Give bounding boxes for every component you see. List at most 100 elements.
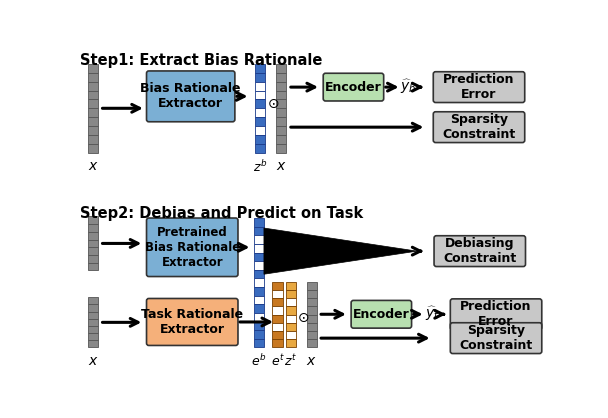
Text: $\widehat{y}_b$: $\widehat{y}_b$ (400, 78, 416, 96)
FancyBboxPatch shape (434, 236, 525, 267)
Text: Sparsity
Constraint: Sparsity Constraint (460, 324, 533, 352)
Bar (88, 326, 98, 333)
Bar (88, 340, 98, 347)
Bar (255, 117, 266, 126)
Text: $e^t$: $e^t$ (271, 354, 285, 369)
Bar (254, 287, 264, 296)
Bar (286, 315, 295, 323)
Bar (88, 135, 98, 144)
Text: Encoder: Encoder (353, 308, 410, 321)
Bar (272, 290, 283, 298)
Bar (88, 240, 98, 247)
Bar (88, 108, 98, 117)
Bar (277, 108, 286, 117)
Bar (255, 64, 266, 73)
Bar (286, 323, 295, 331)
FancyBboxPatch shape (451, 323, 542, 354)
Bar (306, 315, 317, 323)
Bar (88, 64, 98, 73)
FancyBboxPatch shape (323, 73, 384, 101)
Bar (254, 261, 264, 270)
Text: Prediction
Error: Prediction Error (443, 73, 515, 101)
Bar (272, 282, 283, 290)
Bar (277, 73, 286, 82)
Bar (88, 224, 98, 232)
Bar (88, 144, 98, 153)
Bar (306, 339, 317, 347)
Text: $e^b$: $e^b$ (251, 354, 266, 370)
Text: Prediction
Error: Prediction Error (460, 300, 532, 328)
Bar (272, 315, 283, 323)
Bar (255, 135, 266, 144)
Bar (254, 313, 264, 321)
Text: Task Rationale
Extractor: Task Rationale Extractor (141, 308, 243, 336)
Bar (255, 108, 266, 117)
Bar (286, 298, 295, 306)
Text: Debiasing
Constraint: Debiasing Constraint (443, 237, 516, 265)
Text: $x$: $x$ (276, 159, 287, 173)
Bar (254, 235, 264, 244)
Bar (277, 144, 286, 153)
Text: Pretrained
Bias Rationale
Extractor: Pretrained Bias Rationale Extractor (145, 226, 240, 269)
Text: Step2: Debias and Predict on Task: Step2: Debias and Predict on Task (80, 206, 363, 221)
Text: $\odot$: $\odot$ (297, 311, 309, 325)
Bar (88, 247, 98, 255)
Bar (277, 82, 286, 91)
FancyBboxPatch shape (434, 72, 525, 102)
Bar (88, 99, 98, 108)
Polygon shape (264, 228, 417, 274)
Bar (254, 252, 264, 261)
Bar (277, 99, 286, 108)
Text: $z^t$: $z^t$ (285, 354, 297, 369)
Bar (255, 99, 266, 108)
FancyBboxPatch shape (351, 301, 412, 328)
Bar (88, 217, 98, 224)
Bar (272, 323, 283, 331)
Bar (255, 91, 266, 99)
Bar (286, 331, 295, 339)
Bar (88, 319, 98, 326)
Bar (254, 304, 264, 313)
Bar (254, 330, 264, 339)
Text: $x$: $x$ (306, 354, 317, 367)
Bar (277, 135, 286, 144)
Bar (272, 339, 283, 347)
Bar (254, 278, 264, 287)
Text: Encoder: Encoder (325, 81, 382, 94)
Bar (277, 64, 286, 73)
Bar (286, 290, 295, 298)
Bar (286, 306, 295, 315)
Bar (277, 91, 286, 99)
Bar (255, 82, 266, 91)
Text: $\widehat{y}_t$: $\widehat{y}_t$ (425, 305, 440, 324)
Bar (306, 282, 317, 290)
Text: Step1: Extract Bias Rationale: Step1: Extract Bias Rationale (80, 53, 322, 68)
Bar (88, 312, 98, 319)
Bar (306, 331, 317, 339)
Bar (88, 82, 98, 91)
FancyBboxPatch shape (147, 298, 238, 345)
Bar (88, 73, 98, 82)
Bar (88, 117, 98, 126)
Bar (88, 232, 98, 240)
Bar (272, 298, 283, 306)
Bar (254, 270, 264, 278)
Bar (306, 298, 317, 306)
Bar (254, 227, 264, 235)
Bar (254, 296, 264, 304)
Bar (255, 144, 266, 153)
Bar (254, 321, 264, 330)
Bar (88, 91, 98, 99)
Bar (272, 331, 283, 339)
Text: $x$: $x$ (88, 159, 98, 173)
Text: $x$: $x$ (88, 354, 98, 367)
FancyBboxPatch shape (451, 299, 542, 330)
Bar (272, 306, 283, 315)
Bar (88, 255, 98, 263)
Bar (255, 73, 266, 82)
FancyBboxPatch shape (147, 71, 235, 122)
Bar (88, 304, 98, 312)
Bar (286, 339, 295, 347)
Bar (88, 333, 98, 340)
FancyBboxPatch shape (147, 218, 238, 277)
